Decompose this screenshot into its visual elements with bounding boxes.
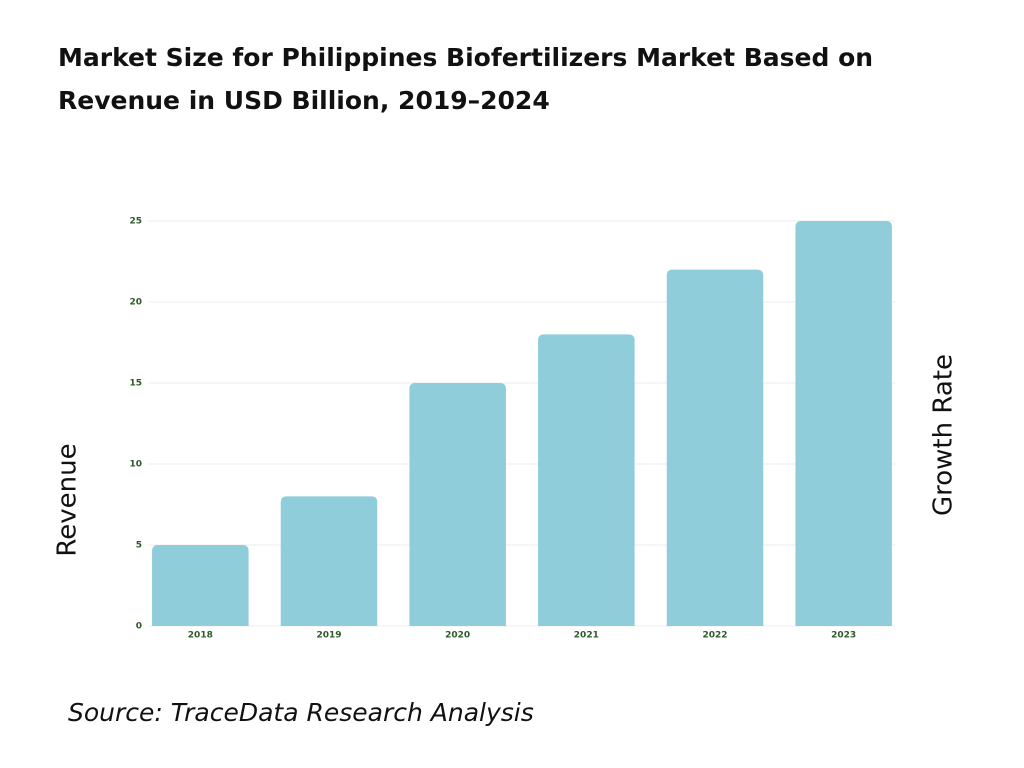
x-tick-label: 2021 bbox=[574, 631, 599, 641]
y-tick-label: 5 bbox=[136, 541, 142, 551]
y-axis-label: Revenue bbox=[53, 443, 83, 556]
bar bbox=[152, 545, 249, 626]
y-tick-label: 20 bbox=[129, 298, 142, 308]
x-tick-label: 2022 bbox=[702, 631, 727, 641]
source-note: Source: TraceData Research Analysis bbox=[68, 698, 534, 727]
x-tick-label: 2023 bbox=[831, 631, 856, 641]
y-tick-label: 10 bbox=[129, 460, 142, 470]
x-tick-label: 2020 bbox=[445, 631, 470, 641]
x-tick-label: 2018 bbox=[188, 631, 213, 641]
bar bbox=[666, 269, 764, 626]
bar bbox=[795, 221, 892, 626]
y-tick-label: 25 bbox=[129, 217, 142, 227]
y-tick-label: 0 bbox=[136, 622, 142, 632]
y2-axis-label: Growth Rate bbox=[929, 354, 959, 516]
bar bbox=[409, 383, 506, 626]
bar bbox=[280, 496, 378, 626]
bar bbox=[538, 334, 635, 626]
chart-title: Market Size for Philippines Biofertilize… bbox=[58, 43, 874, 115]
x-tick-label: 2019 bbox=[316, 631, 341, 641]
y-tick-label: 15 bbox=[129, 379, 142, 389]
